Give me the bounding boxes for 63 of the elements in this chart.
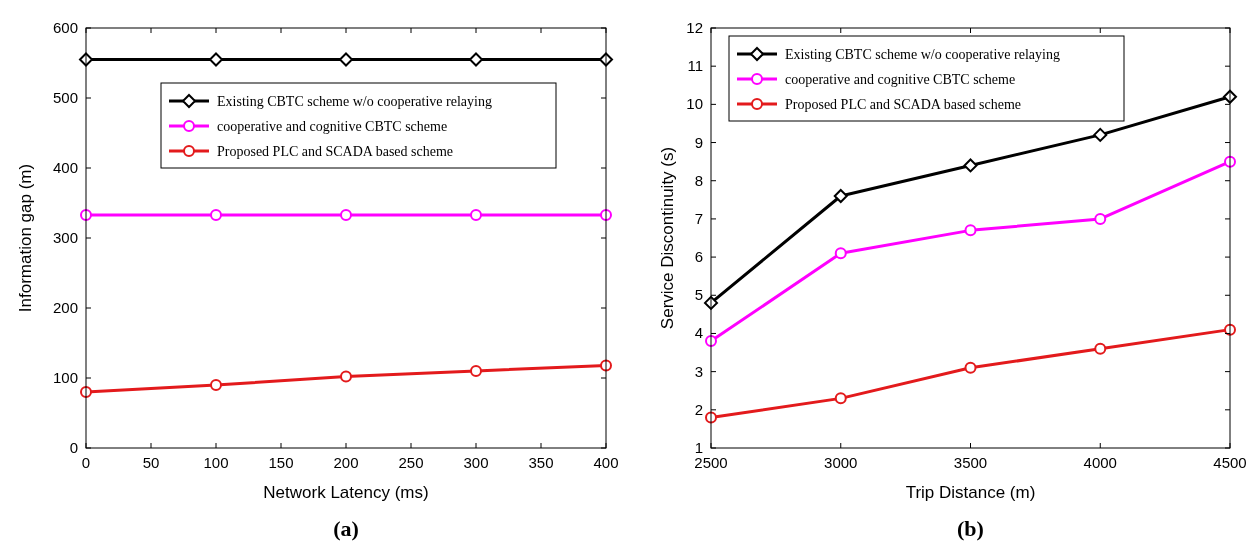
y-tick-label: 0 (69, 439, 78, 456)
point (470, 365, 482, 377)
y-tick-label: 12 (686, 19, 703, 36)
y-tick-label: 4 (694, 324, 703, 342)
point (964, 361, 977, 374)
y-tick-label: 1 (694, 439, 703, 456)
text: (b) (957, 516, 984, 541)
point (963, 158, 978, 173)
x-tick-label: 50 (142, 454, 160, 471)
x-axis-title: Network Latency (ms) (263, 483, 429, 502)
x-axis-title: Trip Distance (m) (905, 483, 1036, 502)
y-tick-label: 11 (687, 57, 703, 75)
y-tick-label: 200 (52, 299, 78, 316)
point (340, 208, 352, 221)
y-tick-label: 500 (52, 89, 78, 106)
y-tick-label: 600 (52, 19, 78, 36)
x-tick-label: 350 (528, 454, 554, 471)
y-tick-label: 8 (694, 171, 703, 189)
legend-label: Proposed PLC and SCADA based scheme (217, 144, 454, 159)
text: (a) (333, 516, 359, 541)
x-tick-label: 400 (593, 454, 619, 471)
y-tick-label: 100 (52, 369, 78, 386)
x-tick-label: 3000 (824, 454, 858, 471)
legend-label: Proposed PLC and SCADA based scheme (785, 97, 1022, 112)
legend-label: cooperative and cognitive CBTC scheme (217, 119, 448, 134)
point (469, 52, 483, 67)
point (834, 392, 847, 405)
legend-label: cooperative and cognitive CBTC scheme (785, 72, 1016, 87)
y-tick-label: 10 (686, 95, 703, 113)
y-tick-label: 6 (694, 248, 703, 266)
x-tick-label: 300 (463, 454, 489, 471)
point (340, 370, 352, 383)
y-tick-label: 400 (52, 159, 78, 176)
y-tick-label: 5 (694, 286, 703, 304)
x-tick-label: 100 (203, 454, 229, 471)
x-tick-label: 150 (268, 454, 294, 471)
y-tick-label: 7 (694, 209, 703, 227)
y-tick-label: 2 (694, 400, 703, 418)
x-tick-label: 4000 (1083, 454, 1117, 471)
y-axis-title: Service Discontinuity (s) (658, 146, 677, 330)
y-tick-label: 9 (694, 133, 703, 151)
point (1094, 212, 1107, 225)
point (1093, 127, 1108, 142)
point (964, 224, 977, 237)
x-tick-label: 4500 (1213, 454, 1247, 471)
x-tick-label: 2500 (694, 454, 728, 471)
y-tick-label: 300 (52, 229, 78, 246)
y-axis-title: Information gap (m) (16, 163, 35, 313)
x-tick-label: 200 (333, 454, 359, 471)
point (210, 208, 222, 221)
legend-label: Existing CBTC scheme w/o cooperative relaying (217, 94, 492, 109)
x-tick-label: 0 (81, 454, 91, 471)
point (834, 247, 847, 260)
point (210, 379, 222, 391)
point (833, 189, 848, 203)
x-tick-label: 3500 (953, 454, 988, 471)
point (1094, 342, 1107, 355)
point (339, 52, 353, 67)
y-tick-label: 3 (694, 362, 703, 380)
x-tick-label: 250 (398, 454, 424, 471)
point (470, 208, 482, 221)
point (209, 52, 223, 67)
legend-label: Existing CBTC scheme w/o cooperative relaying (785, 47, 1060, 62)
